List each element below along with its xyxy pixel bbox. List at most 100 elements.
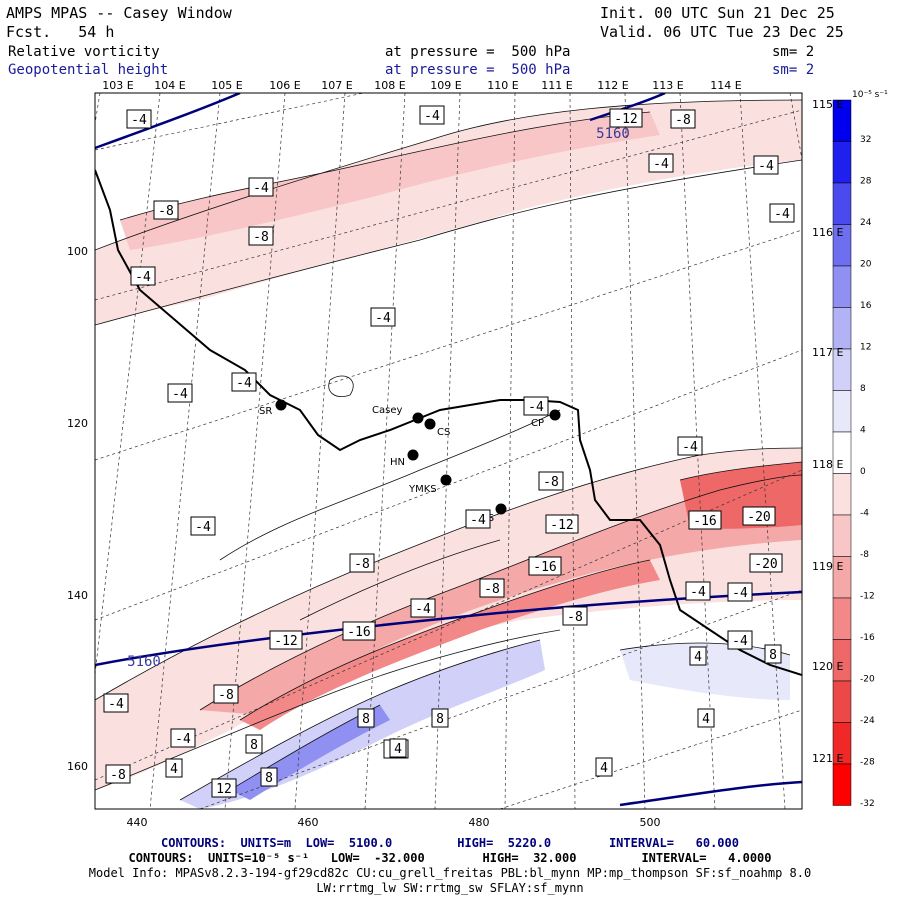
svg-text:-16: -16 bbox=[533, 560, 556, 575]
colorbar-tick-label: -24 bbox=[860, 716, 875, 726]
svg-text:-16: -16 bbox=[693, 514, 716, 529]
svg-text:8: 8 bbox=[250, 738, 258, 753]
station-marker bbox=[495, 503, 507, 515]
top-longitude-label: 108 E bbox=[374, 79, 405, 92]
colorbar-tick-label: 8 bbox=[860, 384, 866, 394]
vorticity-contour-label: -8 bbox=[105, 764, 131, 784]
vorticity-contour-info: CONTOURS: UNITS=10⁻⁵ s⁻¹ LOW= -32.000 HI… bbox=[128, 851, 772, 865]
colorbar-swatch bbox=[832, 763, 852, 806]
right-longitude-label: 116 E bbox=[812, 226, 843, 239]
vorticity-contour-label: -4 bbox=[410, 598, 436, 618]
vorticity-contour-label: -4 bbox=[727, 582, 753, 602]
svg-text:4: 4 bbox=[170, 762, 178, 777]
station-marker bbox=[275, 399, 287, 411]
y-axis-label: 160 bbox=[67, 760, 88, 773]
vorticity-contour-label: -4 bbox=[126, 109, 152, 129]
station-label: HN bbox=[390, 457, 405, 468]
colorbar-tick-label: -20 bbox=[860, 675, 875, 685]
vorticity-contour-label: -8 bbox=[538, 471, 564, 491]
vorticity-contour-label: -4 bbox=[769, 203, 795, 223]
station-marker bbox=[412, 412, 424, 424]
vorticity-shade-north-core bbox=[120, 112, 660, 250]
vorticity-shade-north-band bbox=[95, 100, 802, 325]
svg-text:8: 8 bbox=[362, 712, 370, 727]
station-label: SR bbox=[259, 406, 272, 417]
y-axis-label: 100 bbox=[67, 245, 88, 258]
svg-text:8: 8 bbox=[769, 648, 777, 663]
top-longitude-label: 113 E bbox=[652, 79, 683, 92]
vorticity-contour-label: -4 bbox=[523, 396, 549, 416]
svg-text:-8: -8 bbox=[158, 204, 174, 219]
map-title: AMPS MPAS -- Casey Window bbox=[6, 4, 232, 22]
colorbar-tick-label: 24 bbox=[860, 218, 872, 228]
svg-text:12: 12 bbox=[216, 782, 232, 797]
valid-time: Valid. 06 UTC Tue 23 Dec 25 bbox=[600, 23, 844, 41]
colorbar-tick-label: 0 bbox=[860, 467, 866, 477]
colorbar-tick-label: -28 bbox=[860, 758, 875, 768]
svg-text:-4: -4 bbox=[172, 387, 188, 402]
model-info-physics: LW:rrtmg_lw SW:rrtmg_sw SFLAY:sf_mynn bbox=[316, 881, 584, 895]
svg-text:-8: -8 bbox=[218, 688, 234, 703]
svg-text:-8: -8 bbox=[543, 475, 559, 490]
vorticity-contour-label: -4 bbox=[648, 153, 674, 173]
vorticity-contour-label: 8 bbox=[357, 708, 375, 728]
top-longitude-label: 107 E bbox=[321, 79, 352, 92]
colorbar-tick-label: -8 bbox=[860, 550, 869, 560]
vorticity-contour-label: -4 bbox=[419, 105, 445, 125]
colorbar-tick-label: 16 bbox=[860, 301, 872, 311]
x-axis-label: 500 bbox=[640, 816, 661, 829]
vorticity-contour-label: -4 bbox=[465, 509, 491, 529]
right-longitude-label: 119 E bbox=[812, 560, 843, 573]
vorticity-contour-label: -8 bbox=[670, 109, 696, 129]
vorticity-contour-label: -8 bbox=[479, 578, 505, 598]
colorbar-swatch bbox=[832, 473, 852, 516]
colorbar-tick-label: -16 bbox=[860, 633, 875, 643]
vorticity-contour-label: -8 bbox=[349, 553, 375, 573]
field2-smoothing: sm= 2 bbox=[772, 62, 815, 78]
x-axis-label: 460 bbox=[298, 816, 319, 829]
colorbar-swatch bbox=[832, 265, 852, 308]
colorbar-tick-label: 4 bbox=[860, 426, 866, 436]
vorticity-contour-label: -8 bbox=[248, 226, 274, 246]
colorbar-swatch bbox=[832, 390, 852, 433]
vorticity-contour-label: -4 bbox=[130, 266, 156, 286]
colorbar-swatch bbox=[832, 514, 852, 557]
svg-text:-4: -4 bbox=[470, 513, 486, 528]
field2-name: Geopotential height bbox=[8, 62, 169, 78]
svg-text:-4: -4 bbox=[758, 159, 774, 174]
vorticity-contour-label: 4 bbox=[689, 646, 707, 666]
svg-text:-8: -8 bbox=[675, 113, 691, 128]
svg-text:-12: -12 bbox=[614, 112, 637, 127]
svg-text:-4: -4 bbox=[690, 585, 706, 600]
vorticity-contour-label: -4 bbox=[677, 436, 703, 456]
vorticity-contour-label: -4 bbox=[103, 693, 129, 713]
vorticity-contour-label: 8 bbox=[431, 708, 449, 728]
svg-text:-4: -4 bbox=[415, 602, 431, 617]
colorbar-swatch bbox=[832, 182, 852, 225]
latitude-grid bbox=[95, 93, 802, 809]
vorticity-contour-label: -4 bbox=[248, 177, 274, 197]
height-contour-label: 5160 bbox=[596, 126, 630, 142]
station-label: Casey bbox=[372, 405, 402, 416]
svg-text:-4: -4 bbox=[653, 157, 669, 172]
svg-text:-8: -8 bbox=[484, 582, 500, 597]
right-longitude-label: 121 E bbox=[812, 752, 843, 765]
station-marker bbox=[407, 449, 419, 461]
colorbar-swatch bbox=[832, 307, 852, 350]
vorticity-contour-label: -16 bbox=[528, 556, 562, 576]
y-axis-label: 140 bbox=[67, 589, 88, 602]
colorbar-tick-label: -32 bbox=[860, 799, 875, 809]
vorticity-contour-label: -16 bbox=[688, 510, 722, 530]
station-marker bbox=[549, 409, 561, 421]
colorbar-tick-label: -4 bbox=[860, 509, 869, 519]
svg-text:8: 8 bbox=[265, 771, 273, 786]
vorticity-contour-label: -4 bbox=[170, 728, 196, 748]
vorticity-contour-label: 8 bbox=[260, 767, 278, 787]
vorticity-contour-label: -20 bbox=[742, 506, 776, 526]
init-time: Init. 00 UTC Sun 21 Dec 25 bbox=[600, 4, 835, 22]
vorticity-contour-label: 4 bbox=[595, 757, 613, 777]
svg-text:-8: -8 bbox=[110, 768, 126, 783]
vorticity-contour-label: -4 bbox=[753, 155, 779, 175]
vorticity-contour-label: -8 bbox=[213, 684, 239, 704]
